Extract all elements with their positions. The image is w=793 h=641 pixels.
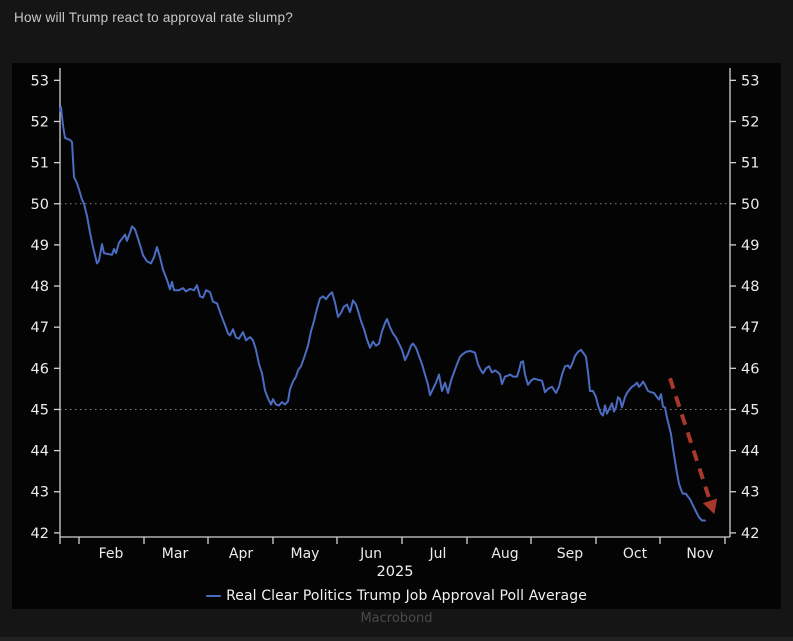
y-tick-label-left: 44 [31,444,49,460]
y-tick-label-left: 43 [31,485,49,501]
y-tick-label-right: 47 [741,320,759,336]
y-tick-label-left: 46 [31,361,49,377]
y-tick-label-right: 52 [741,114,759,130]
x-axis-month-label: Mar [162,546,189,562]
page-title: How will Trump react to approval rate sl… [14,10,293,25]
y-tick-label-right: 50 [741,197,759,213]
y-tick-label-left: 49 [31,238,49,254]
y-tick-label-right: 42 [741,526,759,542]
x-axis-month-label: Aug [491,546,518,562]
legend: Real Clear Politics Trump Job Approval P… [12,588,781,604]
y-tick-label-right: 43 [741,485,759,501]
legend-series-label: Real Clear Politics Trump Job Approval P… [226,588,587,604]
x-axis-month-label: Jun [359,546,382,562]
y-tick-label-right: 46 [741,361,759,377]
y-tick-label-right: 49 [741,238,759,254]
y-tick-label-left: 50 [31,197,49,213]
chart-panel: 42 42 43 43 44 44 45 45 46 46 47 47 48 48 49 49 50 50 51 51… [12,63,781,609]
x-axis-month-label: May [291,546,320,562]
y-tick-label-left: 51 [31,156,49,172]
x-axis-month-label: Oct [623,546,648,562]
macrobond-watermark: Macrobond [360,611,433,626]
y-tick-label-left: 52 [31,114,49,130]
x-axis-month-label: Sep [557,546,584,562]
x-axis-year-label: 2025 [376,564,414,580]
bottom-edge-strip [0,637,793,641]
y-tick-label-left: 53 [31,73,49,89]
x-axis-month-label: Feb [99,546,124,562]
trend-arrow-head [702,498,718,515]
chart-svg: 42 42 43 43 44 44 45 45 46 46 47 47 48 48 49 49 50 50 51 51… [31,68,759,562]
y-tick-label-left: 47 [31,320,49,336]
y-tick-label-right: 44 [741,444,759,460]
y-tick-label-right: 53 [741,73,759,89]
approval-line [59,106,706,522]
trend-arrow-shaft [668,377,712,502]
y-tick-label-left: 42 [31,526,49,542]
y-tick-label-left: 45 [31,402,49,418]
y-tick-label-right: 51 [741,156,759,172]
x-axis-month-label: Jul [429,546,447,562]
legend-line-marker [206,594,222,598]
y-tick-label-right: 45 [741,402,759,418]
x-axis-month-label: Apr [229,546,253,562]
x-axis-month-label: Nov [686,546,713,562]
y-tick-label-left: 48 [31,279,49,295]
y-tick-label-right: 48 [741,279,759,295]
